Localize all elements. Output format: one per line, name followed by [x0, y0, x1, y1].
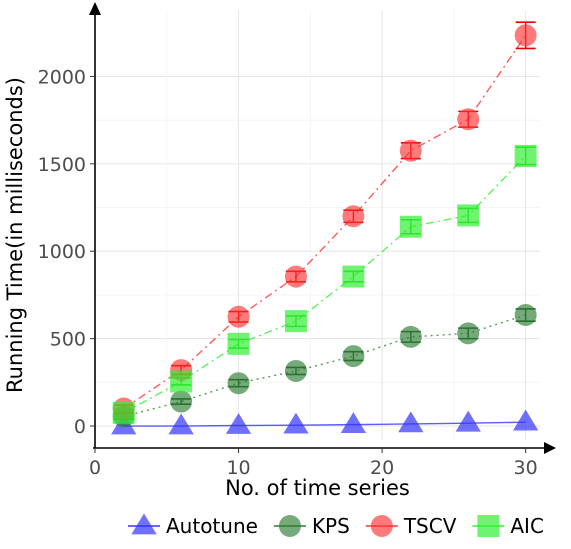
- data-point-kps: [514, 304, 537, 327]
- x-axis-arrow: [544, 442, 556, 454]
- data-point-aic: [457, 204, 480, 227]
- legend-label: Autotune: [166, 514, 258, 538]
- legend-item-autotune: Autotune: [128, 513, 258, 538]
- data-point-autotune: [455, 410, 481, 432]
- data-point-autotune: [225, 412, 252, 434]
- data-point-autotune: [398, 411, 424, 433]
- y-tick-label: 1000: [38, 241, 86, 263]
- series-line-autotune: [123, 421, 526, 427]
- legend-key-triangle-icon: [131, 513, 157, 535]
- data-point-tscv: [399, 139, 422, 162]
- x-tick-label: 0: [89, 457, 101, 479]
- legend-item-tscv: TSCV: [365, 514, 457, 538]
- y-axis-arrow: [89, 2, 101, 15]
- x-axis-title: No. of time series: [225, 476, 410, 500]
- series-line-tscv: [123, 34, 527, 410]
- legend-item-aic: AIC: [472, 514, 544, 538]
- axes: [89, 2, 556, 454]
- legend-label: AIC: [510, 514, 544, 538]
- y-tick-label: 500: [50, 329, 86, 351]
- y-tick-label: 2000: [38, 66, 86, 88]
- data-point-autotune: [512, 409, 539, 431]
- data-point-aic: [284, 310, 307, 333]
- grid-lines: [94, 10, 540, 440]
- data-point-tscv: [227, 305, 250, 328]
- data-point-kps: [284, 359, 307, 382]
- legend-label: KPS: [312, 514, 350, 538]
- data-point-autotune: [168, 413, 194, 435]
- data-point-kps: [399, 325, 422, 348]
- legend: Autotune KPS TSCV AIC: [128, 513, 544, 538]
- legend-key-circle-icon: [370, 515, 393, 537]
- data-point-kps: [170, 390, 193, 413]
- data-point-aic: [399, 215, 422, 238]
- data-point-aic: [342, 265, 365, 288]
- x-tick-label: 30: [514, 457, 538, 479]
- data-point-tscv: [284, 265, 307, 288]
- data-point-kps: [227, 372, 250, 395]
- data-point-aic: [514, 144, 537, 167]
- tick-labels: 0 500 1000 1500 2000 0 10 20 30: [38, 66, 538, 479]
- x-tick-label: 20: [370, 457, 394, 479]
- y-tick-label: 0: [74, 416, 86, 438]
- y-axis-title: Running Time(in milliseconds): [3, 77, 27, 393]
- legend-key-square-icon: [477, 515, 500, 537]
- data-point-autotune: [283, 412, 309, 434]
- data-point-kps: [342, 345, 365, 368]
- data-point-tscv: [514, 24, 537, 47]
- x-tick-label: 10: [226, 457, 250, 479]
- legend-item-kps: KPS: [273, 514, 350, 538]
- data-point-tscv: [457, 108, 480, 131]
- data-point-kps: [457, 322, 480, 345]
- data-point-aic: [170, 370, 193, 393]
- legend-key-circle-icon: [278, 515, 301, 537]
- legend-label: TSCV: [403, 514, 457, 538]
- data-point-aic: [112, 401, 135, 424]
- data-point-aic: [227, 332, 250, 355]
- data-point-tscv: [342, 205, 365, 228]
- y-tick-label: 1500: [38, 154, 86, 176]
- data-point-autotune: [340, 412, 367, 433]
- data-points: [111, 24, 539, 435]
